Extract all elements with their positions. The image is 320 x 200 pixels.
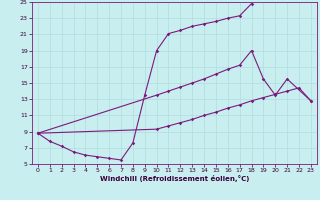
X-axis label: Windchill (Refroidissement éolien,°C): Windchill (Refroidissement éolien,°C) [100, 175, 249, 182]
